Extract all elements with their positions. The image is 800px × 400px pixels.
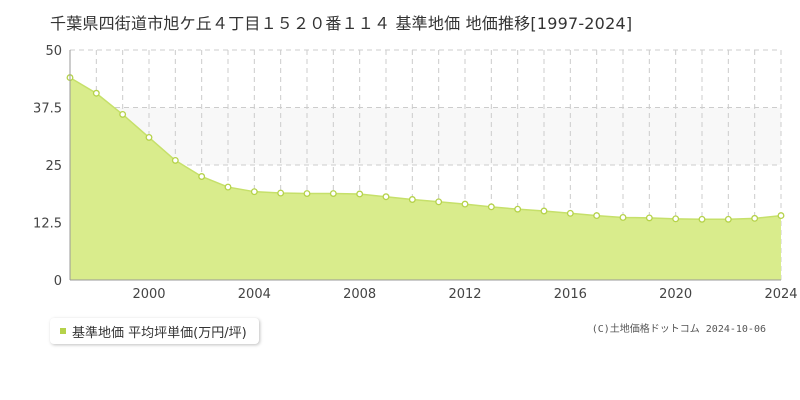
data-point: [224, 183, 232, 191]
data-point: [672, 215, 680, 223]
series-line: [69, 76, 782, 221]
data-point: [92, 89, 100, 97]
credit-text: (C)土地価格ドットコム 2024-10-06: [591, 324, 766, 335]
x-tick-label: 2012: [448, 287, 481, 302]
data-point: [619, 213, 627, 221]
y-tick-labels: 0 12.5 25 37.5 50: [33, 44, 62, 289]
y-tick-label: 25: [45, 159, 62, 174]
axes: [69, 50, 781, 281]
x-tick-label: 2000: [132, 287, 165, 302]
x-tick-label: 2024: [764, 287, 797, 302]
data-point: [487, 203, 495, 211]
x-tick-label: 2016: [554, 287, 587, 302]
data-point: [566, 209, 574, 217]
plot-bands: [70, 107, 781, 165]
series-area: [69, 76, 782, 280]
data-point: [751, 214, 759, 222]
chart-title: 千葉県四街道市旭ケ丘４丁目１５２０番１１４ 基準地価 地価推移[1997-202…: [50, 14, 633, 33]
data-point: [461, 200, 469, 208]
data-point: [171, 156, 179, 164]
data-point: [777, 212, 785, 220]
data-point: [435, 198, 443, 206]
data-point: [540, 207, 548, 215]
data-point: [593, 212, 601, 220]
x-tick-label: 2004: [238, 287, 271, 302]
plot-band: [70, 107, 781, 165]
data-point: [145, 133, 153, 141]
x-tick-labels: 2000 2004 2008 2012 2016 2020 2024: [132, 287, 797, 302]
data-point: [356, 190, 364, 198]
legend-label: 基準地価 平均坪単価(万円/坪): [72, 325, 247, 341]
y-tick-label: 0: [54, 274, 62, 289]
data-point: [119, 110, 127, 118]
data-point: [198, 173, 206, 180]
y-tick-label: 37.5: [33, 102, 62, 117]
y-tick-label: 12.5: [33, 217, 62, 232]
data-point: [250, 188, 258, 196]
data-point: [698, 215, 706, 223]
data-point: [514, 205, 522, 213]
data-point: [408, 196, 416, 203]
x-tick-label: 2008: [343, 287, 376, 302]
data-point: [277, 189, 285, 197]
series-area-fill: [70, 77, 781, 280]
series-points: [66, 74, 785, 223]
data-point: [724, 215, 732, 223]
y-tick-label: 50: [45, 44, 62, 59]
data-point: [645, 214, 653, 222]
data-point: [303, 190, 311, 197]
legend[interactable]: 基準地価 平均坪単価(万円/坪): [50, 318, 259, 344]
data-point: [382, 193, 390, 201]
x-tick-label: 2020: [659, 287, 692, 302]
legend-marker-icon: [60, 328, 66, 334]
data-point: [329, 190, 337, 197]
